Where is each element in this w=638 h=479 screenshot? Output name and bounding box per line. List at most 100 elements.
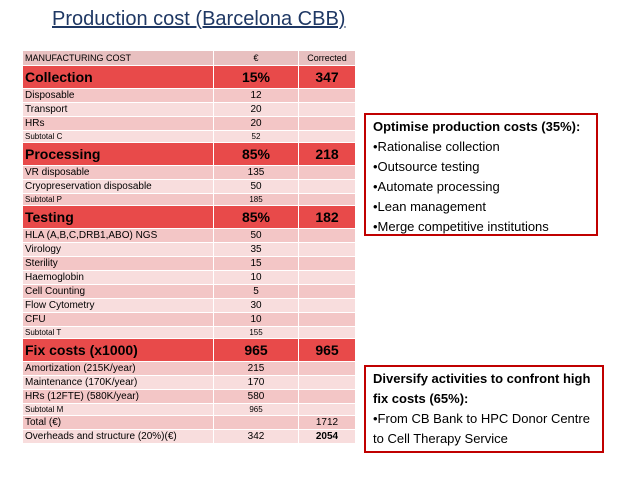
header-manufacturing-cost: MANUFACTURING COST [22,50,214,66]
row-label: Disposable [22,88,214,103]
row-value: 215 [213,361,299,376]
table-row: Maintenance (170K/year) 170 [22,375,356,390]
subtotal-row: Subtotal M 965 [22,403,356,416]
row-value: 10 [213,312,299,327]
row-corrected [298,284,356,299]
row-corrected [298,326,356,339]
row-label: CFU [22,312,214,327]
row-value: 965 [213,338,299,362]
row-value: 50 [213,228,299,243]
row-label: Transport [22,102,214,117]
row-corrected [298,403,356,416]
row-corrected [298,242,356,257]
row-corrected: 347 [298,65,356,89]
table-row: Overheads and structure (20%)(€) 342 2054 [22,429,356,444]
section-row: Collection 15% 347 [22,65,356,89]
row-value: 155 [213,326,299,339]
table-row: Sterility 15 [22,256,356,271]
row-value: 965 [213,403,299,416]
row-label: Subtotal P [22,193,214,206]
row-label: Processing [22,142,214,166]
table-row: Cell Counting 5 [22,284,356,299]
row-value: 135 [213,165,299,180]
subtotal-row: Subtotal T 155 [22,326,356,339]
optimise-item: •Lean management [373,199,486,214]
row-value: 20 [213,102,299,117]
row-label: Overheads and structure (20%)(€) [22,429,214,444]
row-corrected [298,298,356,313]
row-value: 35 [213,242,299,257]
optimise-costs-box: Optimise production costs (35%): •Ration… [364,113,598,236]
row-label: Subtotal T [22,326,214,339]
row-value: 50 [213,179,299,194]
row-value: 30 [213,298,299,313]
row-label: Amortization (215K/year) [22,361,214,376]
row-value: 170 [213,375,299,390]
row-corrected [298,389,356,404]
row-corrected [298,256,356,271]
table-row: HRs (12FTE) (580K/year) 580 [22,389,356,404]
row-corrected: 2054 [298,429,356,444]
row-value: 580 [213,389,299,404]
row-label: Cryopreservation disposable [22,179,214,194]
row-value: 5 [213,284,299,299]
table-row: Haemoglobin 10 [22,270,356,285]
header-euro: € [213,50,299,66]
optimise-costs-heading: Optimise production costs (35%): [373,119,581,134]
row-label: Virology [22,242,214,257]
row-label: Testing [22,205,214,229]
row-label: Haemoglobin [22,270,214,285]
row-label: Flow Cytometry [22,298,214,313]
section-row: Fix costs (x1000) 965 965 [22,338,356,362]
row-label: HRs (12FTE) (580K/year) [22,389,214,404]
row-label: Subtotal M [22,403,214,416]
table-header-row: MANUFACTURING COST € Corrected [22,50,356,66]
row-label: Total (€) [22,415,214,430]
row-corrected [298,102,356,117]
row-corrected: 1712 [298,415,356,430]
row-value: 15% [213,65,299,89]
row-corrected [298,228,356,243]
table-row: CFU 10 [22,312,356,327]
optimise-item: •Merge competitive institutions [373,219,549,234]
row-label: HLA (A,B,C,DRB1,ABO) NGS [22,228,214,243]
table-row: HRs 20 [22,116,356,131]
row-label: HRs [22,116,214,131]
table-row: Transport 20 [22,102,356,117]
row-corrected [298,375,356,390]
row-label: Sterility [22,256,214,271]
page-title: Production cost (Barcelona CBB) [52,8,346,30]
row-corrected [298,312,356,327]
row-label: Maintenance (170K/year) [22,375,214,390]
diversify-item: •From CB Bank to HPC Donor Centre to Cel… [373,411,590,446]
row-value: 85% [213,142,299,166]
optimise-item: •Automate processing [373,179,500,194]
row-value: 52 [213,130,299,143]
row-label: Collection [22,65,214,89]
row-corrected [298,165,356,180]
row-value: 15 [213,256,299,271]
table-row: Cryopreservation disposable 50 [22,179,356,194]
row-value: 20 [213,116,299,131]
row-corrected [298,88,356,103]
section-row: Processing 85% 218 [22,142,356,166]
subtotal-row: Subtotal C 52 [22,130,356,143]
row-value: 342 [213,429,299,444]
row-value: 185 [213,193,299,206]
table-row: Virology 35 [22,242,356,257]
row-value: 10 [213,270,299,285]
diversify-heading: Diversify activities to confront high fi… [373,371,591,406]
section-row: Testing 85% 182 [22,205,356,229]
row-corrected [298,193,356,206]
row-corrected [298,130,356,143]
optimise-item: •Rationalise collection [373,139,500,154]
row-value: 85% [213,205,299,229]
table-row: Disposable 12 [22,88,356,103]
row-label: Fix costs (x1000) [22,338,214,362]
table-row: Total (€) 1712 [22,415,356,430]
table-row: Amortization (215K/year) 215 [22,361,356,376]
row-corrected: 965 [298,338,356,362]
row-value [213,415,299,430]
table-row: Flow Cytometry 30 [22,298,356,313]
row-corrected [298,270,356,285]
